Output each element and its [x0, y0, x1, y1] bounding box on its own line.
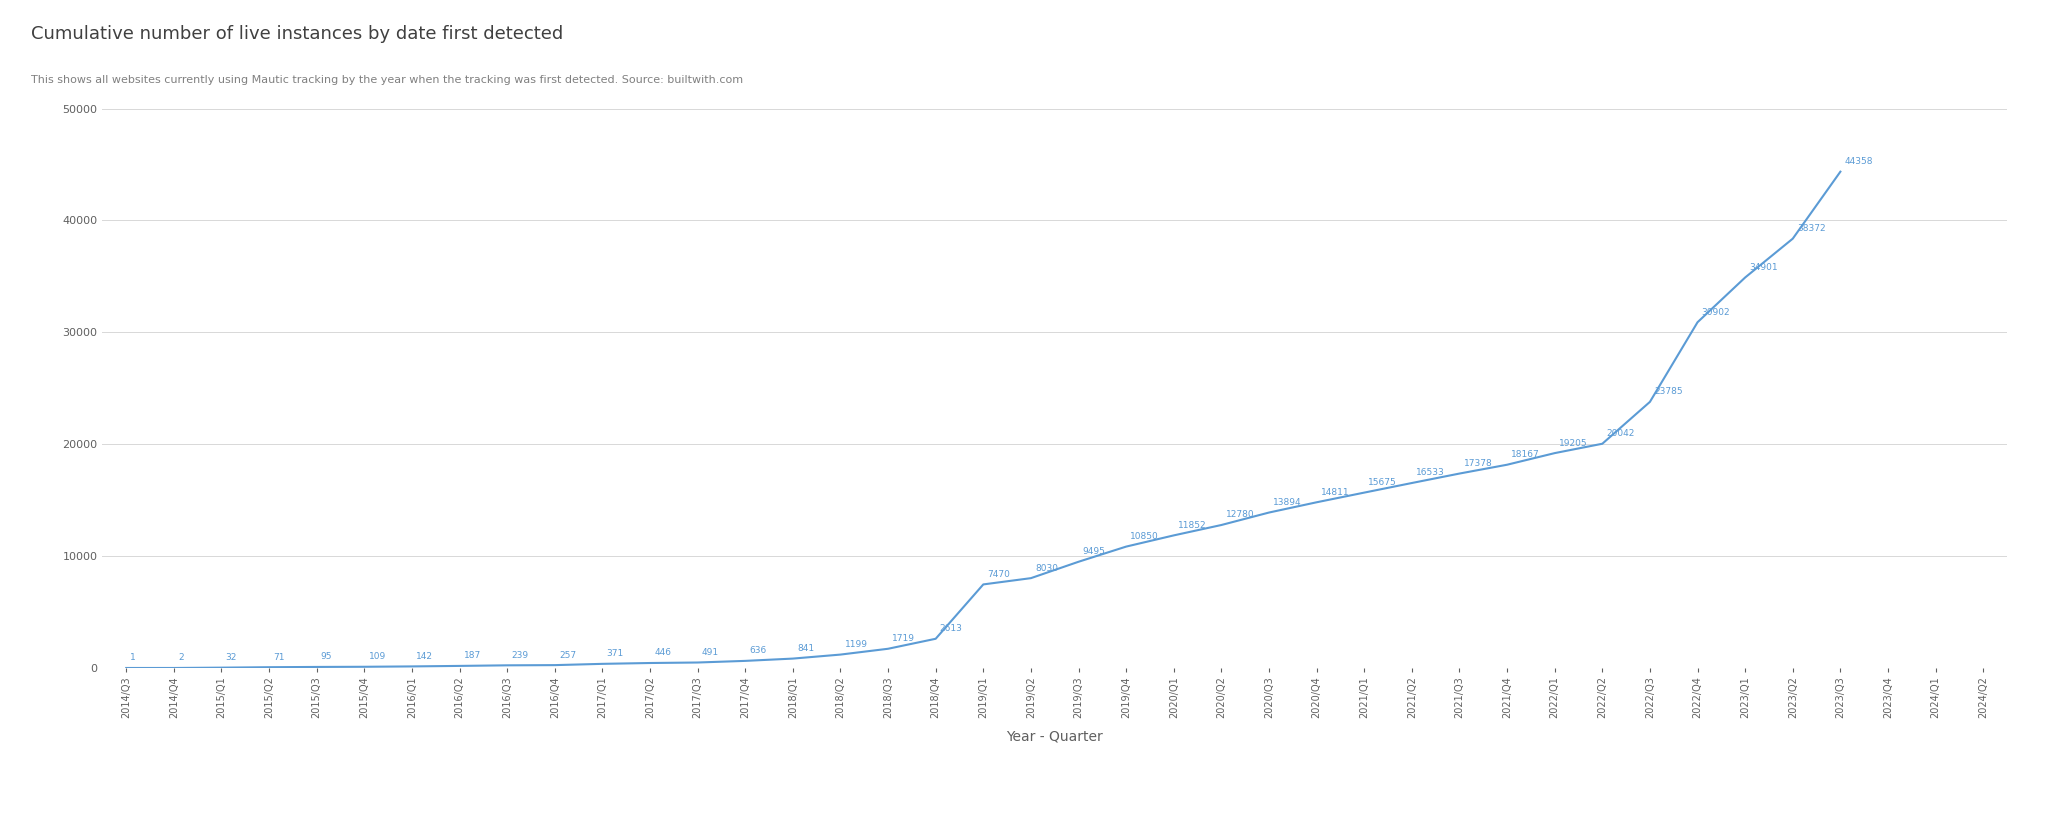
Text: 636: 636: [750, 646, 766, 655]
Text: 23785: 23785: [1655, 387, 1683, 397]
X-axis label: Year - Quarter: Year - Quarter: [1006, 730, 1104, 743]
Text: 12780: 12780: [1225, 510, 1253, 519]
Text: 9495: 9495: [1083, 547, 1106, 556]
Text: 34901: 34901: [1749, 263, 1778, 272]
Text: 2: 2: [178, 654, 184, 662]
Text: 371: 371: [606, 650, 625, 658]
Text: 8030: 8030: [1034, 564, 1059, 573]
Text: 14811: 14811: [1321, 488, 1350, 497]
Text: 95: 95: [322, 652, 332, 661]
Text: 2613: 2613: [940, 625, 963, 633]
Text: 30902: 30902: [1702, 307, 1731, 316]
Text: 44358: 44358: [1845, 157, 1874, 166]
Text: Cumulative number of live instances by date first detected: Cumulative number of live instances by d…: [31, 25, 563, 43]
Text: 13894: 13894: [1274, 498, 1303, 507]
Text: 1: 1: [131, 654, 135, 662]
Text: 15675: 15675: [1368, 478, 1397, 487]
Text: 491: 491: [702, 648, 719, 657]
Text: 841: 841: [797, 644, 815, 653]
Text: 446: 446: [653, 649, 672, 657]
Text: 10850: 10850: [1130, 532, 1159, 541]
Text: 17378: 17378: [1464, 459, 1493, 468]
Text: 1719: 1719: [893, 635, 915, 643]
Text: 187: 187: [463, 651, 481, 660]
Text: 19205: 19205: [1559, 438, 1587, 448]
Text: 257: 257: [559, 650, 575, 660]
Text: 38372: 38372: [1796, 224, 1825, 233]
Text: 1199: 1199: [844, 640, 868, 649]
Text: 7470: 7470: [987, 569, 1010, 579]
Text: 239: 239: [512, 650, 528, 660]
Text: 109: 109: [369, 652, 385, 661]
Text: 16533: 16533: [1415, 468, 1444, 478]
Text: 18167: 18167: [1511, 450, 1540, 459]
Text: 32: 32: [225, 653, 238, 662]
Text: 71: 71: [272, 653, 285, 661]
Text: 142: 142: [416, 652, 432, 660]
Text: 20042: 20042: [1606, 429, 1634, 438]
Text: This shows all websites currently using Mautic tracking by the year when the tra: This shows all websites currently using …: [31, 75, 743, 85]
Text: 11852: 11852: [1178, 521, 1206, 530]
